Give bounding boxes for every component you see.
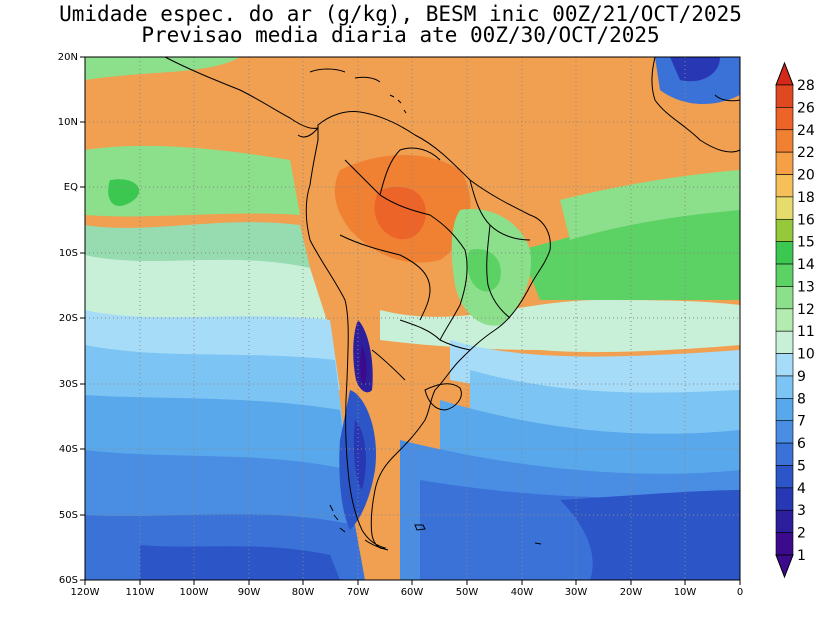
colorbar-swatch bbox=[775, 196, 794, 220]
colorbar-label: 14 bbox=[797, 257, 815, 273]
colorbar-swatch bbox=[775, 107, 794, 131]
colorbar-label: 11 bbox=[797, 324, 815, 340]
lon-label: 70W bbox=[347, 587, 370, 598]
colorbar-swatch bbox=[775, 442, 794, 466]
lon-label: 10W bbox=[674, 587, 697, 598]
colorbar-swatch bbox=[775, 532, 794, 556]
colorbar-label: 3 bbox=[797, 503, 806, 519]
lon-label: 40W bbox=[511, 587, 534, 598]
colorbar-label: 24 bbox=[797, 123, 815, 139]
colorbar-swatch bbox=[775, 420, 794, 444]
colorbar-label: 18 bbox=[797, 190, 815, 206]
colorbar-arrow-top bbox=[775, 61, 794, 86]
colorbar-swatch bbox=[775, 398, 794, 422]
colorbar-swatch bbox=[775, 263, 794, 287]
colorbar-swatch bbox=[775, 375, 794, 399]
colorbar-swatch bbox=[775, 330, 794, 354]
colorbar-label: 5 bbox=[797, 458, 806, 474]
lon-label: 90W bbox=[238, 587, 261, 598]
colorbar-label: 15 bbox=[797, 235, 815, 251]
lon-label: 80W bbox=[292, 587, 315, 598]
colorbar-label: 2 bbox=[797, 526, 806, 542]
lon-label: 110W bbox=[126, 587, 155, 598]
colorbar-swatch bbox=[775, 129, 794, 153]
coastlines bbox=[164, 56, 741, 551]
colorbar-label: 9 bbox=[797, 369, 806, 385]
colorbar-swatch bbox=[775, 84, 794, 108]
colorbar-label: 12 bbox=[797, 302, 815, 318]
colorbar-label: 1 bbox=[797, 548, 806, 564]
lon-label: 100W bbox=[180, 587, 209, 598]
colorbar-label: 6 bbox=[797, 436, 806, 452]
colorbar-swatch bbox=[775, 509, 794, 533]
lat-labels: 20N 10N EQ 10S 20S 30S 40S 50S 60S bbox=[58, 52, 78, 586]
colorbar-swatch bbox=[775, 218, 794, 242]
colorbar-label: 28 bbox=[797, 78, 815, 94]
lat-label: 40S bbox=[59, 444, 78, 455]
lon-label: 50W bbox=[456, 587, 479, 598]
lon-label: 120W bbox=[71, 587, 100, 598]
colorbar-swatch bbox=[775, 151, 794, 175]
humidity-field bbox=[85, 57, 740, 580]
lon-label: 60W bbox=[401, 587, 424, 598]
lon-label: 0 bbox=[737, 587, 743, 598]
colorbar-label: 8 bbox=[797, 391, 806, 407]
colorbar-arrow-bottom bbox=[775, 554, 794, 579]
map-title-line1: Umidade espec. do ar (g/kg), BESM inic 0… bbox=[59, 2, 742, 26]
lon-label: 20W bbox=[620, 587, 643, 598]
axis-ticks bbox=[80, 56, 741, 585]
colorbar-swatch bbox=[775, 174, 794, 198]
lon-labels: 120W 110W 100W 90W 80W 70W 60W 50W 40W 3… bbox=[71, 587, 744, 598]
lon-label: 30W bbox=[565, 587, 588, 598]
colorbar-label: 7 bbox=[797, 414, 806, 430]
lat-label: 20N bbox=[58, 52, 78, 63]
colorbar-label: 16 bbox=[797, 212, 815, 228]
lat-label: 50S bbox=[59, 510, 78, 521]
colorbar-label: 13 bbox=[797, 279, 815, 295]
colorbar-label: 26 bbox=[797, 100, 815, 116]
lat-label: 30S bbox=[59, 379, 78, 390]
lat-label: 10N bbox=[58, 117, 78, 128]
lat-label: 10S bbox=[59, 248, 78, 259]
lat-label: EQ bbox=[64, 182, 78, 193]
colorbar-label: 10 bbox=[797, 347, 815, 363]
colorbar-swatch bbox=[775, 465, 794, 489]
colorbar-swatch bbox=[775, 286, 794, 310]
colorbar-swatch bbox=[775, 241, 794, 265]
map-title-line2: Previsao media diaria ate 00Z/30/OCT/202… bbox=[141, 23, 660, 47]
colorbar-swatch bbox=[775, 487, 794, 511]
colorbar-swatch bbox=[775, 353, 794, 377]
lat-label: 60S bbox=[59, 575, 78, 586]
colorbar-swatch bbox=[775, 308, 794, 332]
lat-label: 20S bbox=[59, 313, 78, 324]
colorbar-label: 22 bbox=[797, 145, 815, 161]
colorbar-label: 20 bbox=[797, 168, 815, 184]
colorbar-label: 4 bbox=[797, 481, 806, 497]
